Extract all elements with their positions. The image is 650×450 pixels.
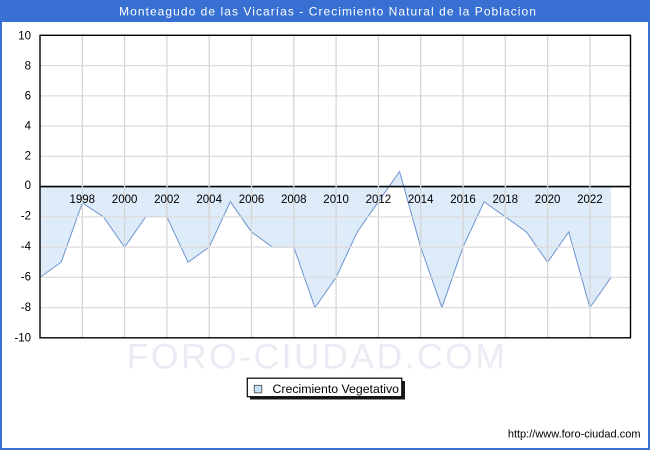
svg-text:2: 2	[25, 150, 31, 162]
svg-text:-2: -2	[21, 211, 31, 223]
svg-text:2002: 2002	[154, 194, 180, 206]
svg-text:2000: 2000	[112, 194, 138, 206]
svg-text:FORO-CIUDAD.COM: FORO-CIUDAD.COM	[127, 337, 508, 377]
svg-text:2010: 2010	[323, 194, 349, 206]
svg-text:8: 8	[25, 60, 31, 72]
svg-text:2014: 2014	[408, 194, 434, 206]
svg-text:Crecimiento Vegetativo: Crecimiento Vegetativo	[273, 382, 400, 396]
svg-text:Monteagudo de las Vicarías - C: Monteagudo de las Vicarías - Crecimiento…	[119, 5, 537, 19]
svg-text:http://www.foro-ciudad.com: http://www.foro-ciudad.com	[508, 429, 641, 441]
svg-text:0: 0	[25, 180, 31, 192]
svg-text:-10: -10	[14, 332, 31, 344]
svg-text:2006: 2006	[239, 194, 265, 206]
svg-text:10: 10	[18, 30, 31, 42]
svg-text:1998: 1998	[70, 194, 96, 206]
svg-text:2004: 2004	[196, 194, 222, 206]
svg-text:2012: 2012	[366, 194, 392, 206]
svg-text:-8: -8	[21, 302, 31, 314]
svg-text:2022: 2022	[577, 194, 603, 206]
svg-text:2008: 2008	[281, 194, 307, 206]
svg-text:6: 6	[25, 90, 31, 102]
svg-text:2020: 2020	[535, 194, 561, 206]
svg-text:2016: 2016	[450, 194, 476, 206]
svg-text:-4: -4	[21, 241, 32, 253]
svg-text:-6: -6	[21, 271, 31, 283]
svg-text:2018: 2018	[493, 194, 519, 206]
svg-text:4: 4	[25, 120, 32, 132]
